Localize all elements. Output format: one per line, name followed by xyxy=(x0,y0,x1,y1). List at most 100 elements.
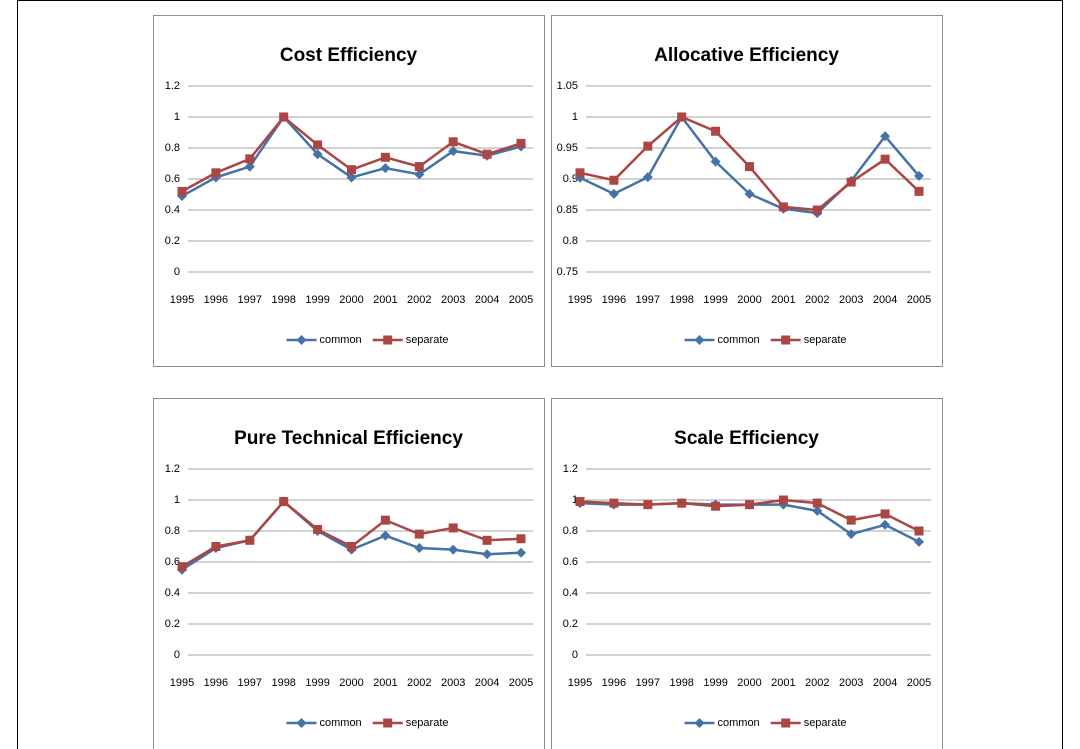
x-tick-label: 2004 xyxy=(475,677,499,689)
marker xyxy=(880,509,890,519)
marker xyxy=(914,170,924,181)
marker xyxy=(516,534,526,544)
legend-label: common xyxy=(320,334,362,346)
x-tick-label: 1996 xyxy=(602,294,626,306)
marker xyxy=(914,536,924,547)
x-tick-label: 2005 xyxy=(907,677,931,689)
chart-panel: Scale Efficiency 0 0.2 0.4 0.6 0.8 1 1.2 1995 199… xyxy=(551,398,943,749)
legend-label: common xyxy=(718,334,760,346)
x-tick-label: 2000 xyxy=(339,677,363,689)
x-tick-label: 2005 xyxy=(509,677,533,689)
chart-panel: Allocative Efficiency 0.75 0.8 0.85 0.9 0.95 1… xyxy=(551,15,943,367)
marker xyxy=(880,131,891,142)
x-tick-label: 2001 xyxy=(373,677,397,689)
x-tick-label: 1997 xyxy=(238,677,262,689)
x-tick-label: 1995 xyxy=(568,677,592,689)
marker xyxy=(575,497,585,507)
x-tick-label: 1998 xyxy=(271,294,295,306)
x-tick-label: 1996 xyxy=(204,294,228,306)
marker xyxy=(745,162,754,172)
x-tick-label: 1999 xyxy=(305,677,329,689)
x-tick-label: 1995 xyxy=(170,294,194,306)
y-tick-label: 0.95 xyxy=(557,142,578,154)
marker xyxy=(177,186,187,196)
marker xyxy=(414,543,425,554)
panel-border xyxy=(153,398,545,749)
y-tick-label: 0.4 xyxy=(563,587,578,599)
marker xyxy=(211,168,221,178)
marker xyxy=(608,188,619,199)
marker xyxy=(778,202,788,212)
marker xyxy=(846,177,856,187)
x-tick-label: 1996 xyxy=(602,677,626,689)
legend-marker xyxy=(694,718,705,728)
marker xyxy=(778,495,788,505)
x-tick-label: 2002 xyxy=(407,294,431,306)
x-tick-label: 2002 xyxy=(805,677,829,689)
x-tick-label: 2000 xyxy=(339,294,363,306)
y-tick-label: 0.9 xyxy=(563,173,578,185)
marker xyxy=(279,112,289,122)
marker xyxy=(313,140,323,150)
marker xyxy=(347,542,356,551)
y-tick-label: 1.05 xyxy=(557,80,578,92)
marker xyxy=(279,497,289,507)
legend-label: common xyxy=(718,717,760,729)
marker xyxy=(812,505,823,516)
marker xyxy=(380,152,390,162)
y-tick-label: 0.85 xyxy=(557,204,578,216)
marker xyxy=(643,500,653,510)
y-tick-label: 0.2 xyxy=(165,235,180,247)
y-tick-label: 1 xyxy=(174,111,180,123)
legend-label: separate xyxy=(406,334,449,346)
marker xyxy=(448,137,458,147)
x-tick-label: 2001 xyxy=(373,294,397,306)
marker xyxy=(914,186,924,196)
marker xyxy=(482,549,493,560)
x-tick-label: 2000 xyxy=(737,294,761,306)
y-tick-label: 0.4 xyxy=(165,204,180,216)
y-tick-label: 0 xyxy=(174,649,180,661)
y-tick-label: 0.8 xyxy=(563,235,578,247)
x-tick-label: 2005 xyxy=(509,294,533,306)
marker xyxy=(346,172,357,183)
x-tick-label: 1997 xyxy=(636,677,660,689)
x-tick-label: 2000 xyxy=(737,677,761,689)
y-tick-label: 0 xyxy=(572,649,578,661)
x-tick-label: 2005 xyxy=(907,294,931,306)
x-tick-label: 1999 xyxy=(305,294,329,306)
chart-title: Allocative Efficiency xyxy=(654,45,839,66)
y-tick-label: 0.2 xyxy=(165,618,180,630)
marker xyxy=(177,562,187,572)
marker xyxy=(482,149,492,159)
legend-marker xyxy=(383,718,393,728)
x-tick-label: 1997 xyxy=(238,294,262,306)
marker xyxy=(711,501,721,511)
chart-title: Pure Technical Efficiency xyxy=(234,428,463,449)
x-tick-label: 1995 xyxy=(568,294,592,306)
marker xyxy=(710,156,721,167)
y-tick-label: 0.8 xyxy=(165,142,180,154)
marker xyxy=(312,149,323,160)
marker xyxy=(711,126,721,136)
y-tick-label: 1 xyxy=(174,494,180,506)
x-tick-label: 1998 xyxy=(669,294,693,306)
marker xyxy=(380,515,390,525)
x-tick-label: 2001 xyxy=(771,677,795,689)
x-tick-label: 2004 xyxy=(873,677,897,689)
marker xyxy=(609,175,619,185)
y-tick-label: 1.2 xyxy=(563,463,578,475)
marker xyxy=(516,547,526,558)
y-tick-label: 0.75 xyxy=(557,266,578,278)
x-tick-label: 2003 xyxy=(441,677,465,689)
x-tick-label: 1997 xyxy=(636,294,660,306)
y-tick-label: 0.8 xyxy=(563,525,578,537)
marker xyxy=(482,535,492,545)
y-tick-label: 0.6 xyxy=(563,556,578,568)
marker xyxy=(211,542,221,551)
y-tick-label: 1 xyxy=(572,111,578,123)
marker xyxy=(414,162,424,172)
marker xyxy=(880,154,890,164)
x-tick-label: 2001 xyxy=(771,294,795,306)
marker xyxy=(414,169,425,180)
